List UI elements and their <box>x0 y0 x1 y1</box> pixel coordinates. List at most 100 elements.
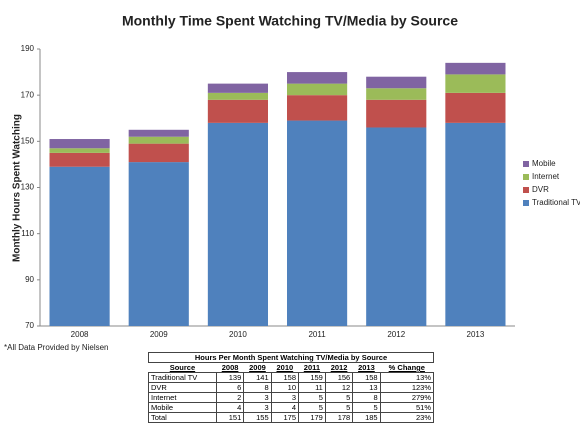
bar-segment <box>366 127 427 326</box>
table-cell: Hours Per Month Spent Watching TV/Media … <box>148 352 434 363</box>
table-cell: 8 <box>352 392 381 403</box>
table-cell: 3 <box>270 392 300 403</box>
table-cell: 4 <box>270 402 300 413</box>
table-row: Total 151 155 175 179 178 185 23% <box>148 412 435 423</box>
bar-segment <box>287 83 348 96</box>
table-cell: 2 <box>215 392 245 403</box>
table-row: Source 2008 2009 2010 2011 2012 2013% Change <box>148 362 434 373</box>
table-cell: 151 <box>215 412 245 423</box>
table-cell: 11 <box>298 382 326 393</box>
legend-label: Traditional TV <box>532 198 580 207</box>
bar-segment <box>49 139 110 149</box>
table-cell: 139 <box>215 372 245 383</box>
bar-segment <box>366 99 427 128</box>
table-cell: 5 <box>324 402 354 413</box>
table-row: Hours Per Month Spent Watching TV/Media … <box>148 352 434 363</box>
bar-segment <box>207 99 268 123</box>
table-cell: 158 <box>352 372 381 383</box>
table-cell: 13 <box>352 382 381 393</box>
bar-segment <box>128 136 189 144</box>
y-tick-label: 170 <box>21 90 35 99</box>
table-cell: 158 <box>270 372 300 383</box>
table-cell: 2008 <box>216 362 244 373</box>
bar-segment <box>287 95 348 121</box>
table-cell: 2012 <box>325 362 353 373</box>
table-cell: DVR <box>148 382 217 393</box>
table-cell: 5 <box>324 392 354 403</box>
table-cell: 185 <box>352 412 381 423</box>
bar-segment <box>445 74 506 93</box>
legend-swatch <box>523 174 529 180</box>
table-row: Mobile 4 3 4 5 5 5 51% <box>148 402 435 413</box>
legend-swatch <box>523 187 529 193</box>
bar-segment <box>287 72 348 84</box>
bar-segment <box>49 166 110 326</box>
table-cell: 279% <box>379 392 435 403</box>
table-cell: 179 <box>298 412 326 423</box>
table-cell: 5 <box>298 402 326 413</box>
table-cell: 10 <box>270 382 300 393</box>
table-cell: Source <box>148 362 217 373</box>
table-cell: 156 <box>324 372 354 383</box>
table-cell: 175 <box>270 412 300 423</box>
x-tick-label: 2012 <box>387 330 405 339</box>
footnote: *All Data Provided by Nielsen <box>4 343 109 352</box>
y-tick-label: 190 <box>21 44 35 53</box>
y-tick-label: 130 <box>21 183 35 192</box>
x-tick-label: 2010 <box>229 330 247 339</box>
table-cell: 3 <box>243 402 272 413</box>
y-tick-label: 110 <box>21 229 34 238</box>
bar-segment <box>49 152 110 167</box>
legend-label: Mobile <box>532 159 556 168</box>
table-cell: Traditional TV <box>148 372 217 383</box>
table-cell: 51% <box>379 402 435 413</box>
x-tick-label: 2013 <box>467 330 485 339</box>
legend-swatch <box>523 200 529 206</box>
table-cell: 6 <box>215 382 245 393</box>
table-cell: Internet <box>148 392 217 403</box>
legend-label: DVR <box>532 185 549 194</box>
bar-segment <box>445 122 506 326</box>
table-cell: 8 <box>243 382 272 393</box>
table-cell: 141 <box>243 372 272 383</box>
y-tick-label: 90 <box>25 275 34 284</box>
table-cell: 13% <box>379 372 435 383</box>
bar-segment <box>128 143 189 163</box>
table-cell: 159 <box>298 372 326 383</box>
table-cell: 2013 <box>352 362 381 373</box>
legend-label: Internet <box>532 172 560 181</box>
bar-segment <box>207 92 268 100</box>
table-cell: 178 <box>324 412 354 423</box>
table-cell: Total <box>148 412 217 423</box>
chart: Monthly Time Spent Watching TV/Media by … <box>12 13 580 339</box>
table-cell: 5 <box>298 392 326 403</box>
table-row: DVR 6 8 10 11 12 13 123% <box>148 382 435 393</box>
x-tick-label: 2009 <box>150 330 168 339</box>
table-cell: 123% <box>379 382 435 393</box>
table-cell: 4 <box>215 402 245 413</box>
table-cell: 2010 <box>271 362 299 373</box>
table-cell: 5 <box>352 402 381 413</box>
table-cell: Mobile <box>148 402 217 413</box>
table-cell: 155 <box>243 412 272 423</box>
table-row: Traditional TV 139 141 158 159 156 158 13% <box>148 372 435 383</box>
x-tick-label: 2008 <box>71 330 89 339</box>
y-tick-label: 70 <box>25 321 34 330</box>
bar-segment <box>207 83 268 93</box>
y-axis-label: Monthly Hours Spent Watching <box>12 114 23 262</box>
table-cell: 12 <box>324 382 354 393</box>
table-cell: 3 <box>243 392 272 403</box>
bar-segment <box>445 62 506 75</box>
bar-segment <box>49 148 110 153</box>
table-cell: % Change <box>380 362 434 373</box>
data-table: Hours Per Month Spent Watching TV/Media … <box>148 352 435 423</box>
bar-segment <box>128 162 189 326</box>
bar-segment <box>287 120 348 326</box>
bar-segment <box>207 122 268 326</box>
chart-title: Monthly Time Spent Watching TV/Media by … <box>122 13 458 29</box>
bar-segment <box>128 129 189 137</box>
y-tick-label: 150 <box>21 136 35 145</box>
table-cell: 2011 <box>298 362 326 373</box>
bar-segment <box>445 92 506 123</box>
